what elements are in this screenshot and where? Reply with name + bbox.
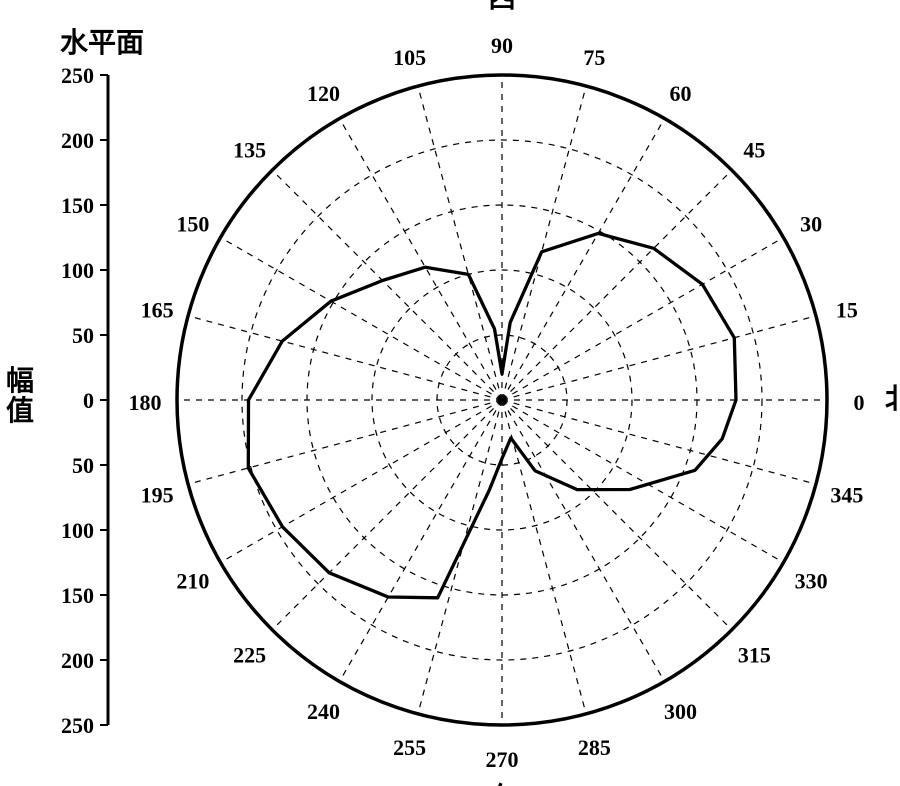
angle-tick-label: 30 <box>800 212 822 237</box>
cardinal-label-north: 北 <box>885 383 900 415</box>
angle-tick-label: 90 <box>491 33 513 58</box>
angle-tick-label: 120 <box>307 81 340 106</box>
y-axis-title-char: 值 <box>6 395 34 427</box>
angle-tick-label: 240 <box>307 699 340 724</box>
y-axis-tick-label: 100 <box>61 518 94 543</box>
angle-tick-label: 225 <box>233 642 266 667</box>
angle-tick-label: 60 <box>670 81 692 106</box>
y-axis-tick-label: 50 <box>72 323 94 348</box>
chart-title-top-left: 水平面 <box>60 27 144 59</box>
angle-tick-label: 345 <box>830 482 863 507</box>
y-axis-tick-label: 200 <box>61 648 94 673</box>
angle-tick-label: 180 <box>129 390 162 415</box>
angle-tick-label: 0 <box>854 390 865 415</box>
polar-center-dot <box>498 396 506 404</box>
polar-chart: 0 15 30 45 60 75 90 105 120 135 150 165 180 195 210 225… <box>0 0 900 786</box>
angle-tick-label: 15 <box>836 298 858 323</box>
angle-tick-label: 135 <box>233 138 266 163</box>
angle-tick-label: 210 <box>176 569 209 594</box>
y-axis-tick-label: 0 <box>83 388 94 413</box>
angle-tick-label: 315 <box>738 642 771 667</box>
y-axis-tick-label: 100 <box>61 258 94 283</box>
y-axis-tick-label: 150 <box>61 583 94 608</box>
angle-tick-label: 270 <box>486 747 519 772</box>
y-axis-tick-label: 200 <box>61 128 94 153</box>
y-axis-tick-label: 50 <box>72 453 94 478</box>
angle-tick-label: 255 <box>393 735 426 760</box>
angle-tick-label: 150 <box>176 212 209 237</box>
angle-tick-label: 45 <box>743 138 765 163</box>
angle-tick-label: 300 <box>664 699 697 724</box>
y-axis-title-char: 幅 <box>6 365 34 397</box>
angle-tick-label: 285 <box>578 735 611 760</box>
y-axis-tick-label: 250 <box>61 713 94 738</box>
y-axis-tick-label: 250 <box>61 63 94 88</box>
angle-tick-label: 75 <box>583 45 605 70</box>
angle-tick-label: 330 <box>795 569 828 594</box>
cardinal-label-west: 西 <box>488 0 516 14</box>
y-axis-tick-label: 150 <box>61 193 94 218</box>
angle-tick-label: 195 <box>141 482 174 507</box>
angle-tick-label: 165 <box>141 298 174 323</box>
angle-tick-label: 105 <box>393 45 426 70</box>
